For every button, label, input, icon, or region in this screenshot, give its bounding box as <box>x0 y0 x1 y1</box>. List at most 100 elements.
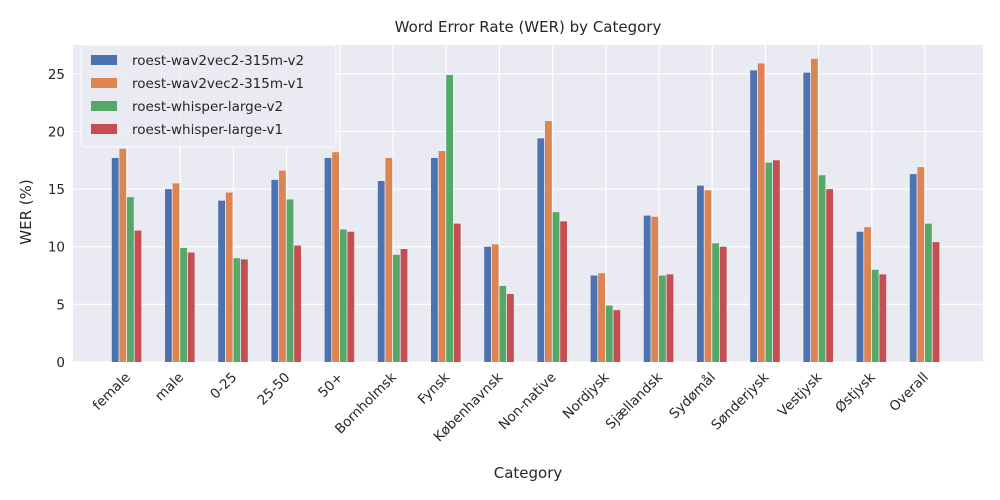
bar <box>446 74 453 362</box>
y-tick-label: 25 <box>48 67 65 83</box>
bar <box>271 179 279 362</box>
bar <box>347 231 355 362</box>
bar <box>605 305 613 362</box>
bar <box>241 259 248 362</box>
bar <box>545 121 552 362</box>
y-axis-ticks: 0 5 10 15 20 25 <box>48 67 65 371</box>
bar <box>377 181 385 362</box>
bar <box>856 231 864 362</box>
bar <box>712 243 719 362</box>
y-tick-label: 15 <box>48 182 65 198</box>
bar <box>127 197 134 362</box>
y-axis-label: WER (%) <box>17 179 35 244</box>
bar <box>773 160 780 362</box>
bar <box>719 246 727 362</box>
bar <box>491 244 499 362</box>
bar <box>400 249 408 362</box>
x-tick-label: Sønderjysk <box>708 369 772 433</box>
bar <box>339 229 347 362</box>
bar <box>225 192 233 362</box>
bar <box>811 58 818 362</box>
bar <box>385 157 393 362</box>
bar <box>917 167 925 362</box>
legend-swatch <box>91 124 117 134</box>
bar <box>932 242 940 362</box>
bar <box>909 174 917 362</box>
x-axis-label: Category <box>494 464 563 482</box>
legend-box <box>80 44 337 148</box>
legend-entry: roest-wav2vec2-315m-v2 <box>132 53 304 69</box>
bar <box>704 190 712 362</box>
bar <box>438 151 446 362</box>
bar <box>879 274 887 362</box>
bar <box>180 247 187 362</box>
x-tick-label: male <box>152 370 187 405</box>
bar <box>818 175 826 362</box>
bar <box>324 157 332 362</box>
legend-swatch <box>91 101 117 111</box>
bar <box>697 185 704 362</box>
bar <box>294 245 301 362</box>
x-axis-ticks: female male 0-25 25-50 50+Bornholmsk FynskKøb… <box>90 369 932 445</box>
legend-swatch <box>91 78 117 88</box>
bar <box>218 200 225 362</box>
x-tick-label: female <box>90 370 134 414</box>
bar <box>134 230 142 362</box>
x-tick-label: 0-25 <box>207 370 240 403</box>
bar <box>484 246 491 362</box>
bar <box>233 258 241 362</box>
bar <box>765 162 773 362</box>
x-tick-label: Non-native <box>496 370 560 434</box>
bar <box>431 157 438 362</box>
bar <box>279 170 286 362</box>
bar <box>453 223 461 362</box>
bar <box>643 215 651 362</box>
bar <box>187 252 195 362</box>
bar <box>826 189 833 362</box>
bar <box>598 273 605 362</box>
bar <box>552 212 560 362</box>
bar <box>165 189 172 362</box>
bars-group <box>111 58 940 363</box>
bar <box>659 275 666 362</box>
x-tick-label: Vestjysk <box>775 369 826 420</box>
bar <box>651 216 659 362</box>
bar <box>560 221 567 362</box>
bar <box>750 70 757 363</box>
x-tick-label: Østjysk <box>832 369 878 415</box>
y-tick-label: 5 <box>56 297 65 313</box>
bar <box>507 293 514 362</box>
chart-title: Word Error Rate (WER) by Category <box>395 18 662 36</box>
x-tick-label: Nordjysk <box>560 369 613 422</box>
bar <box>925 223 932 362</box>
x-tick-label: Fynsk <box>415 369 453 407</box>
x-tick-label: Overall <box>886 370 931 415</box>
bar <box>666 274 674 362</box>
bar <box>332 152 339 362</box>
bar <box>393 254 400 362</box>
bar <box>111 157 119 362</box>
legend-swatch <box>91 55 117 65</box>
bar <box>864 227 871 362</box>
y-tick-label: 20 <box>48 124 65 140</box>
x-tick-label: 50+ <box>315 370 346 401</box>
y-tick-label: 10 <box>48 240 65 256</box>
bar <box>590 275 598 362</box>
bar <box>286 199 294 362</box>
legend: roest-wav2vec2-315m-v2 roest-wav2vec2-315… <box>80 44 337 148</box>
bar <box>119 148 127 362</box>
bar <box>537 138 545 362</box>
legend-entry: roest-wav2vec2-315m-v1 <box>132 76 304 92</box>
bar <box>499 285 507 362</box>
y-tick-label: 0 <box>56 355 65 371</box>
bar <box>613 310 621 362</box>
x-tick-label: Sjællandsk <box>603 369 666 432</box>
bar <box>757 63 765 363</box>
bar <box>803 72 811 362</box>
x-tick-label: Sydømål <box>666 369 719 422</box>
bar <box>871 269 879 362</box>
x-tick-label: 25-50 <box>254 370 293 409</box>
legend-entry: roest-whisper-large-v1 <box>132 122 283 138</box>
legend-entry: roest-whisper-large-v2 <box>132 99 283 115</box>
